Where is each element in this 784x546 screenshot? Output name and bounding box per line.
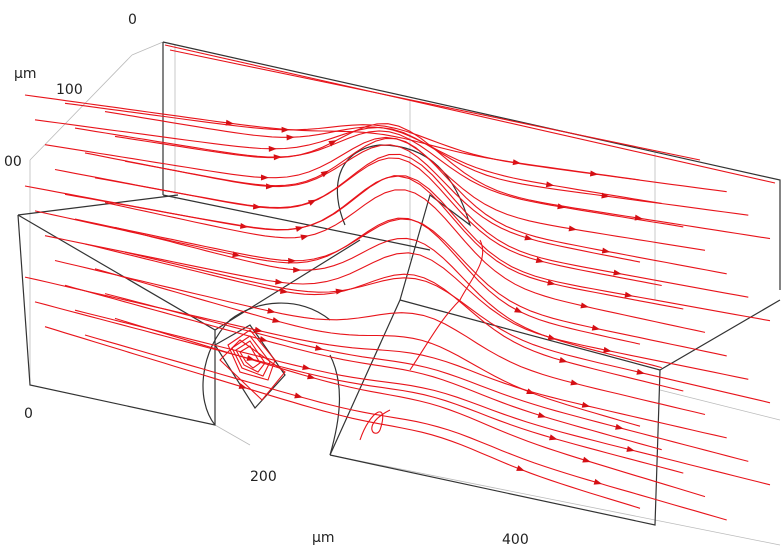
flow-arrow	[516, 465, 526, 473]
axis-edge	[132, 42, 163, 55]
flow-arrow	[261, 175, 269, 181]
tick-label: 00	[4, 154, 22, 170]
grid-line	[330, 455, 780, 545]
flow-arrow	[582, 402, 591, 410]
tick-label: 200	[250, 469, 277, 485]
flow-arrow	[613, 270, 622, 277]
flow-arrow	[269, 146, 277, 152]
streamline	[65, 176, 770, 321]
flow-arrow	[615, 424, 624, 432]
flow-arrow	[636, 369, 645, 377]
flow-arrow	[294, 393, 303, 401]
tick-label: 0	[24, 406, 33, 422]
flow-arrow	[282, 127, 290, 133]
back-bottom-edge	[163, 195, 430, 250]
tick-label: 100	[56, 82, 83, 98]
streamline	[25, 176, 683, 309]
flow-arrow	[594, 479, 603, 487]
grid-line	[660, 390, 780, 420]
geometry-frame	[18, 42, 780, 525]
flow-arrow	[538, 412, 547, 420]
outlet-frame	[330, 300, 780, 525]
tick-label: 400	[502, 532, 529, 546]
streamline	[115, 227, 662, 367]
streamlines	[25, 45, 775, 520]
streamline	[35, 302, 683, 473]
flow-arrow	[570, 380, 579, 388]
streamline	[75, 310, 770, 485]
flow-arrow	[549, 434, 558, 442]
flow-arrow	[592, 325, 601, 333]
flow-arrow	[602, 248, 611, 255]
streamline	[65, 103, 727, 191]
flow-arrow	[559, 357, 568, 365]
streamline	[65, 285, 662, 449]
streamline-plot: 0 μm 100 00 0 200 μm 400	[0, 0, 784, 546]
streamline	[95, 269, 640, 426]
flow-arrow	[275, 279, 284, 286]
axis-unit: μm	[312, 530, 335, 546]
flow-arrow	[582, 457, 591, 465]
flow-arrow	[315, 345, 324, 353]
flow-arrow	[272, 317, 281, 325]
streamline	[170, 50, 700, 160]
flow-arrow	[266, 183, 274, 189]
flow-arrow	[300, 233, 309, 241]
streamline	[85, 145, 640, 262]
inlet-face	[18, 215, 215, 425]
tick-label: 0	[128, 12, 137, 28]
axis-labels: 0 μm 100 00 0 200 μm 400	[4, 12, 529, 546]
grid-line	[215, 425, 250, 445]
streamline	[35, 120, 748, 215]
flow-arrow	[302, 364, 311, 372]
axis-unit: μm	[14, 66, 37, 82]
flow-arrow	[626, 446, 635, 454]
flow-arrow	[293, 267, 301, 273]
flow-arrow	[267, 308, 276, 316]
wake-loop	[410, 240, 483, 370]
streamline	[85, 244, 683, 391]
streamline	[105, 294, 748, 462]
flow-arrow	[580, 302, 589, 310]
flow-arrow	[308, 197, 318, 206]
streamline	[115, 318, 705, 496]
streamline	[105, 190, 705, 333]
flow-arrow	[295, 224, 304, 232]
streamline	[105, 112, 662, 204]
streamline	[55, 158, 662, 286]
streamline	[165, 45, 775, 183]
flow-arrow	[286, 134, 294, 140]
flow-arrow	[514, 307, 524, 316]
